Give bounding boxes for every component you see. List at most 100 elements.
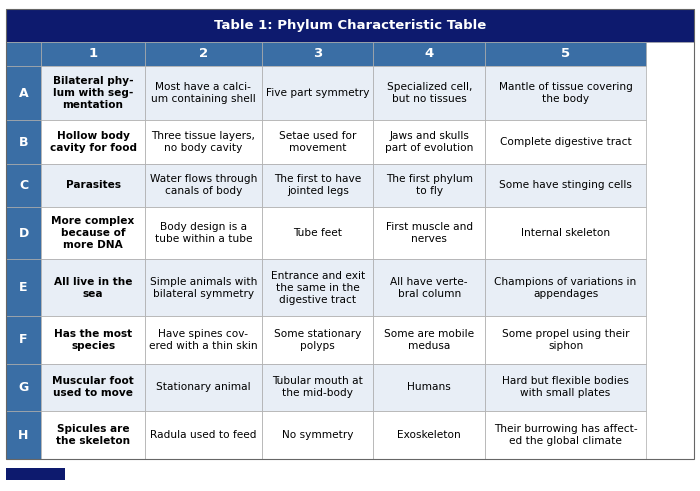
- Text: Most have a calci-
um containing shell: Most have a calci- um containing shell: [151, 82, 256, 104]
- Bar: [485, 316, 646, 363]
- Bar: [262, 363, 373, 411]
- Text: All have verte-
bral column: All have verte- bral column: [391, 276, 468, 299]
- Bar: [6, 120, 41, 164]
- Text: 1: 1: [88, 47, 97, 60]
- Bar: [373, 316, 485, 363]
- Text: Has the most
species: Has the most species: [54, 328, 132, 351]
- Bar: [485, 207, 646, 259]
- Bar: [6, 9, 694, 42]
- Bar: [6, 207, 41, 259]
- Text: Setae used for
movement: Setae used for movement: [279, 131, 356, 153]
- Text: D: D: [18, 227, 29, 240]
- Text: The first phylum
to fly: The first phylum to fly: [386, 174, 473, 196]
- Bar: [485, 411, 646, 459]
- Bar: [485, 259, 646, 316]
- Text: Spicules are
the skeleton: Spicules are the skeleton: [56, 424, 130, 446]
- Text: Tube feet: Tube feet: [293, 228, 342, 238]
- Text: F: F: [20, 333, 28, 346]
- Bar: [262, 42, 373, 66]
- Bar: [373, 120, 485, 164]
- Bar: [6, 259, 41, 316]
- Bar: [6, 66, 41, 120]
- Text: Have spines cov-
ered with a thin skin: Have spines cov- ered with a thin skin: [149, 328, 258, 351]
- Bar: [485, 66, 646, 120]
- Bar: [485, 42, 646, 66]
- Text: Some have stinging cells: Some have stinging cells: [499, 181, 632, 191]
- Bar: [262, 120, 373, 164]
- Text: Simple animals with
bilateral symmetry: Simple animals with bilateral symmetry: [150, 276, 257, 299]
- Text: No symmetry: No symmetry: [282, 430, 354, 440]
- Bar: [41, 411, 145, 459]
- Bar: [145, 363, 262, 411]
- Text: Radula used to feed: Radula used to feed: [150, 430, 256, 440]
- Text: Mantle of tissue covering
the body: Mantle of tissue covering the body: [498, 82, 633, 104]
- Bar: [6, 411, 41, 459]
- Text: Muscular foot
used to move: Muscular foot used to move: [52, 377, 134, 398]
- Bar: [262, 66, 373, 120]
- Text: Stationary animal: Stationary animal: [156, 382, 251, 392]
- Bar: [373, 66, 485, 120]
- Text: Water flows through
canals of body: Water flows through canals of body: [150, 174, 257, 196]
- Text: Some propel using their
siphon: Some propel using their siphon: [502, 328, 629, 351]
- Text: Hollow body
cavity for food: Hollow body cavity for food: [50, 131, 136, 153]
- Text: Bilateral phy-
lum with seg-
mentation: Bilateral phy- lum with seg- mentation: [52, 76, 134, 110]
- Bar: [373, 207, 485, 259]
- Bar: [41, 164, 145, 207]
- Text: Table 1: Phylum Characteristic Table: Table 1: Phylum Characteristic Table: [214, 19, 486, 32]
- Bar: [145, 207, 262, 259]
- Bar: [373, 259, 485, 316]
- Text: The first to have
jointed legs: The first to have jointed legs: [274, 174, 361, 196]
- Bar: [41, 316, 145, 363]
- Text: 5: 5: [561, 47, 570, 60]
- Text: Internal skeleton: Internal skeleton: [521, 228, 610, 238]
- Text: Hard but flexible bodies
with small plates: Hard but flexible bodies with small plat…: [502, 377, 629, 398]
- Bar: [145, 42, 262, 66]
- Text: Entrance and exit
the same in the
digestive tract: Entrance and exit the same in the digest…: [270, 271, 365, 304]
- Text: First muscle and
nerves: First muscle and nerves: [386, 222, 473, 244]
- Text: Champions of variations in
appendages: Champions of variations in appendages: [494, 276, 637, 299]
- Bar: [145, 164, 262, 207]
- Bar: [262, 207, 373, 259]
- Bar: [41, 66, 145, 120]
- Text: Specialized cell,
but no tissues: Specialized cell, but no tissues: [386, 82, 472, 104]
- Bar: [485, 120, 646, 164]
- Bar: [485, 164, 646, 207]
- Bar: [373, 411, 485, 459]
- Text: B: B: [19, 136, 28, 148]
- Text: E: E: [20, 281, 28, 294]
- Bar: [41, 42, 145, 66]
- Bar: [145, 316, 262, 363]
- Text: 3: 3: [313, 47, 322, 60]
- Text: Parasites: Parasites: [66, 181, 120, 191]
- Text: Tubular mouth at
the mid-body: Tubular mouth at the mid-body: [272, 377, 363, 398]
- Text: C: C: [19, 179, 28, 192]
- Bar: [145, 259, 262, 316]
- Bar: [6, 468, 65, 480]
- Bar: [6, 42, 41, 66]
- Bar: [41, 259, 145, 316]
- Bar: [41, 363, 145, 411]
- Bar: [373, 363, 485, 411]
- Text: Some stationary
polyps: Some stationary polyps: [274, 328, 361, 351]
- Bar: [145, 120, 262, 164]
- Bar: [262, 316, 373, 363]
- Text: H: H: [18, 429, 29, 442]
- Bar: [6, 164, 41, 207]
- Text: Humans: Humans: [407, 382, 451, 392]
- Bar: [145, 66, 262, 120]
- Text: Five part symmetry: Five part symmetry: [266, 88, 370, 98]
- Bar: [262, 411, 373, 459]
- Text: Some are mobile
medusa: Some are mobile medusa: [384, 328, 475, 351]
- Bar: [41, 120, 145, 164]
- Bar: [41, 207, 145, 259]
- Text: 2: 2: [199, 47, 208, 60]
- Bar: [262, 164, 373, 207]
- Bar: [262, 259, 373, 316]
- Text: Body design is a
tube within a tube: Body design is a tube within a tube: [155, 222, 252, 244]
- Text: G: G: [18, 381, 29, 394]
- Text: All live in the
sea: All live in the sea: [54, 276, 132, 299]
- Bar: [145, 411, 262, 459]
- Text: More complex
because of
more DNA: More complex because of more DNA: [52, 216, 134, 250]
- Text: Complete digestive tract: Complete digestive tract: [500, 137, 631, 147]
- Text: Exoskeleton: Exoskeleton: [398, 430, 461, 440]
